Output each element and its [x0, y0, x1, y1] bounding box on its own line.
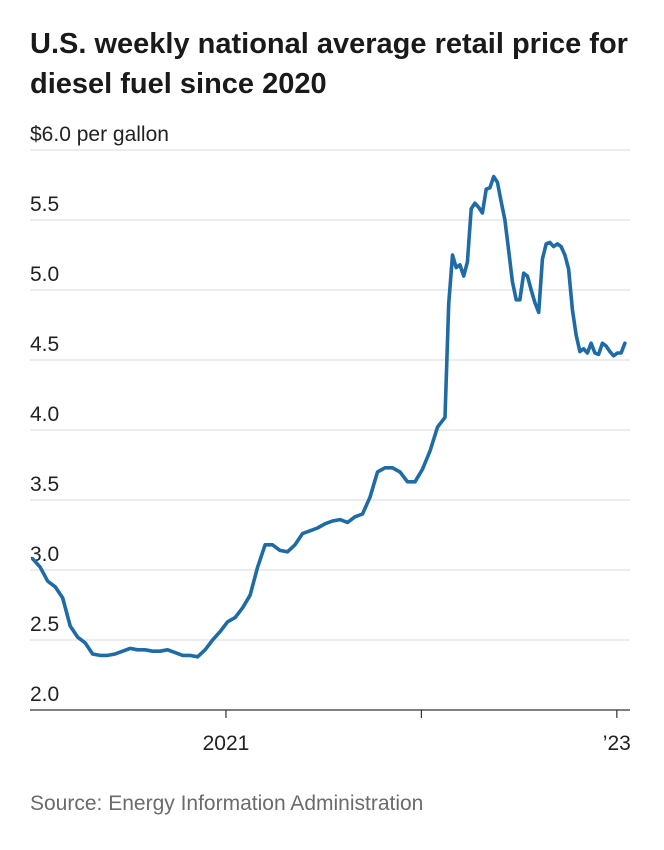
y-tick-label: $6.0 per gallon: [30, 123, 169, 146]
x-tick-label: ’23: [603, 732, 631, 755]
x-axis: 2021 ’23: [203, 710, 631, 755]
y-tick-label: 5.0: [30, 263, 59, 286]
y-tick-label: 3.0: [30, 543, 59, 566]
series-lines: [30, 174, 627, 659]
chart-title: U.S. weekly national average retail pric…: [30, 28, 628, 100]
y-tick-label: 4.0: [30, 403, 59, 426]
y-axis-tick-labels: $6.0 per gallon 5.5 5.0 4.5 4.0 3.5 3.0 2.5 2.0: [30, 123, 169, 706]
source-note: Source: Energy Information Administratio…: [30, 792, 424, 815]
diesel-price-line: [30, 174, 627, 659]
y-tick-label: 3.5: [30, 473, 59, 496]
y-tick-label: 5.5: [30, 193, 59, 216]
x-tick-label: 2021: [203, 732, 250, 755]
y-tick-label: 4.5: [30, 333, 59, 356]
y-tick-label: 2.0: [30, 683, 59, 706]
gridlines: [30, 149, 630, 711]
y-tick-label: 2.5: [30, 613, 59, 636]
